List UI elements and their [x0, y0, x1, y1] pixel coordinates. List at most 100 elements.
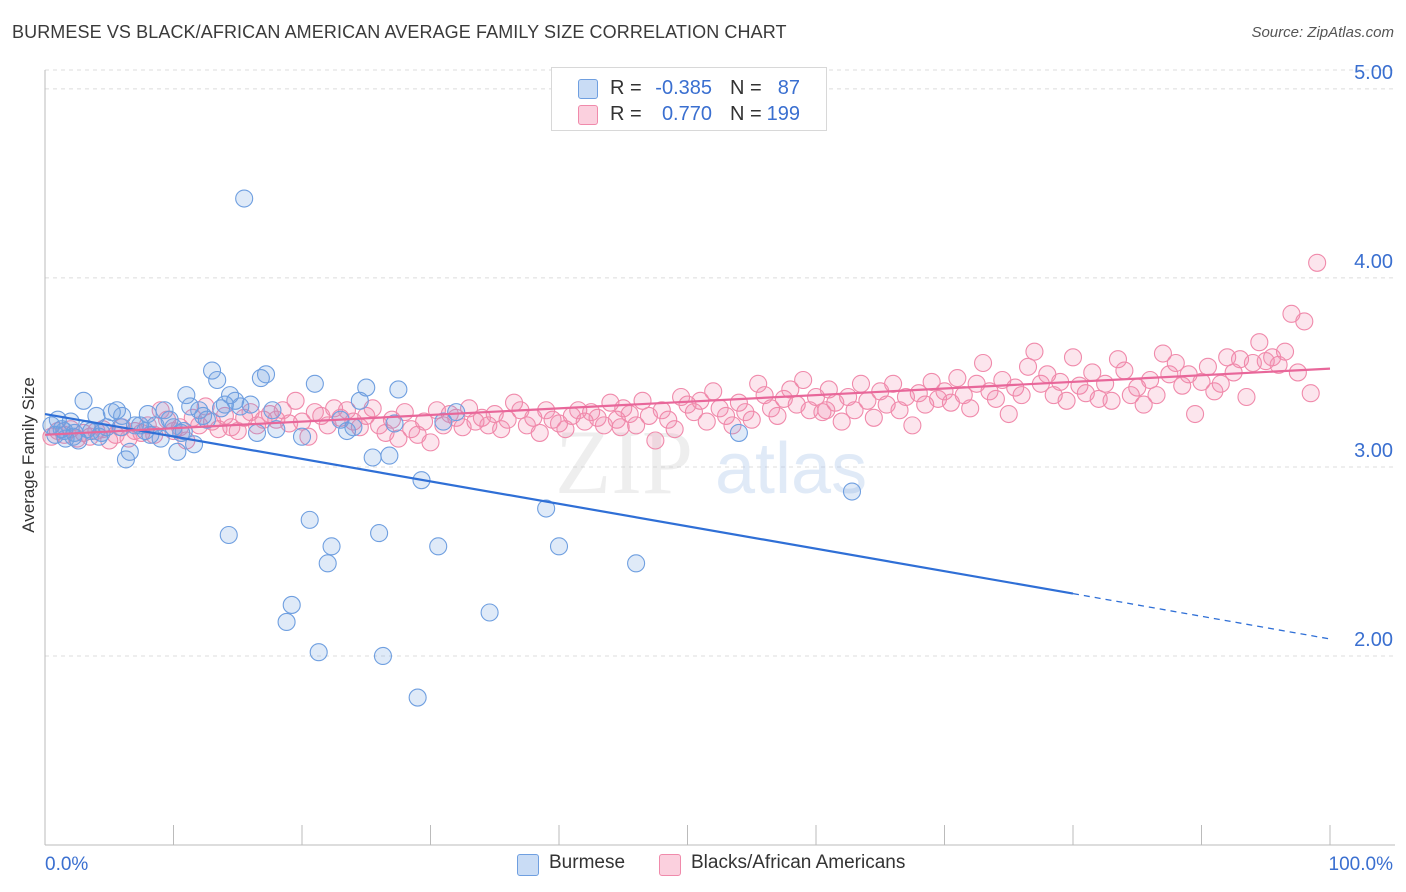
data-point-burmese	[267, 420, 286, 439]
data-point-black	[716, 406, 736, 425]
data-point-burmese	[389, 380, 408, 399]
data-point-black	[1102, 391, 1121, 410]
data-point-black	[948, 369, 967, 388]
data-point-burmese	[549, 537, 569, 556]
data-point-black	[742, 410, 761, 429]
data-point-black	[781, 380, 800, 399]
data-point-black	[832, 412, 851, 431]
data-point-black	[884, 374, 903, 393]
data-point-black	[492, 420, 511, 439]
data-point-black	[999, 404, 1018, 424]
data-point-black	[1153, 344, 1172, 363]
legend-r-label: R =	[610, 103, 642, 125]
data-point-black	[1205, 382, 1224, 401]
data-point-black	[1006, 378, 1025, 397]
data-point-burmese	[87, 406, 106, 425]
data-point-burmese	[168, 442, 187, 461]
data-point-burmese	[120, 442, 139, 461]
data-point-black	[1025, 342, 1044, 361]
data-point-black	[1275, 342, 1295, 361]
bottom-legend-label: Burmese	[549, 852, 626, 873]
data-point-burmese	[282, 595, 301, 614]
gridlines	[45, 69, 1395, 657]
data-point-black	[1166, 353, 1185, 373]
data-point-black	[864, 408, 883, 427]
y-tick-label: 4.00	[1354, 251, 1393, 273]
data-point-black	[845, 401, 864, 420]
data-point-black	[922, 372, 941, 391]
data-point-burmese	[357, 378, 376, 397]
data-point-black	[794, 370, 813, 390]
data-point-black	[749, 374, 768, 393]
data-point-burmese	[537, 499, 556, 518]
data-point-burmese	[385, 414, 404, 433]
data-point-black	[817, 401, 836, 420]
data-point-black	[1250, 333, 1269, 352]
data-point-black	[530, 423, 549, 442]
data-point-burmese	[181, 397, 200, 416]
data-point-burmese	[277, 612, 296, 632]
data-point-burmese	[318, 554, 337, 573]
data-point-black	[1018, 357, 1038, 376]
data-point-black	[652, 401, 671, 420]
data-point-black	[761, 399, 781, 418]
data-point-burmese	[197, 410, 216, 429]
data-point-black	[684, 403, 703, 422]
chart-title: BURMESE VS BLACK/AFRICAN AMERICAN AVERAG…	[12, 22, 787, 42]
data-point-burmese	[373, 646, 393, 666]
data-point-black	[1308, 253, 1327, 272]
data-point-black	[1237, 387, 1256, 407]
data-point-burmese	[241, 395, 260, 414]
data-point-burmese	[74, 391, 93, 410]
data-point-burmese	[370, 524, 389, 543]
data-point-burmese	[429, 537, 448, 556]
legend-swatch-black	[578, 105, 598, 125]
data-point-black	[1198, 357, 1217, 376]
data-point-burmese	[322, 537, 341, 556]
data-point-black	[723, 416, 742, 435]
data-point-burmese	[220, 386, 240, 405]
data-point-burmese	[138, 404, 157, 424]
bottom-legend-swatch-burmese	[517, 854, 539, 876]
data-point-black	[697, 412, 716, 431]
data-point-burmese	[447, 403, 466, 422]
data-point-burmese	[215, 395, 234, 414]
data-point-burmese	[309, 643, 328, 662]
legend-n-value: 87	[777, 77, 800, 99]
data-point-black	[299, 427, 318, 446]
data-point-burmese	[729, 423, 748, 442]
data-point-burmese	[380, 446, 399, 465]
y-axis-label: Average Family Size	[19, 377, 38, 533]
data-point-burmese	[107, 401, 127, 420]
y-tick-label: 3.00	[1354, 440, 1393, 462]
legend-n-label: N =	[730, 77, 762, 99]
data-point-burmese	[344, 418, 363, 437]
data-point-black	[659, 410, 678, 429]
watermark-atlas: atlas	[715, 429, 867, 509]
data-point-black	[1295, 312, 1314, 331]
data-point-burmese	[64, 427, 83, 446]
data-point-black	[973, 353, 993, 373]
data-point-black	[357, 406, 376, 425]
legend-n-label: N =	[730, 103, 762, 125]
data-point-burmese	[842, 482, 862, 501]
bottom-legend-label: Blacks/African Americans	[691, 852, 906, 873]
data-point-burmese	[434, 412, 453, 431]
data-point-black	[736, 403, 755, 422]
data-point-burmese	[55, 421, 74, 441]
trend-line-burmese	[44, 412, 1074, 595]
legend-n-value: 199	[766, 103, 800, 125]
data-point-black	[1121, 386, 1140, 405]
y-tick-label: 5.00	[1354, 62, 1393, 84]
data-point-black	[704, 382, 723, 401]
bottom-legend-swatch-black	[659, 854, 681, 876]
chart-source: Source: ZipAtlas.com	[1251, 24, 1394, 41]
trend-line-black	[44, 367, 1331, 436]
data-point-black	[627, 416, 646, 435]
legend-row-black: R = 0.770 N = 199	[552, 102, 826, 128]
legend-r-value: 0.770	[661, 103, 712, 125]
data-point-black	[1147, 386, 1166, 405]
data-point-black	[935, 382, 954, 401]
data-point-black	[986, 389, 1005, 408]
